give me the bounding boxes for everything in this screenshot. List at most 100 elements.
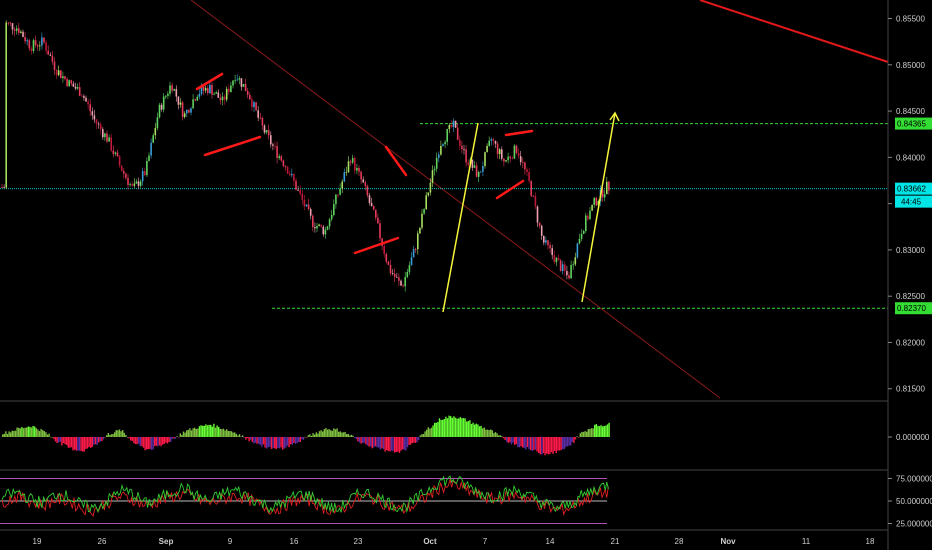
osc1-bar	[496, 433, 498, 437]
osc1-bar	[461, 418, 463, 437]
time-tick-label: 19	[33, 537, 42, 546]
price-badge	[895, 182, 932, 195]
candle-body	[335, 194, 337, 205]
osc1-bar	[456, 418, 458, 437]
osc1-bar	[374, 437, 377, 447]
osc1-bar	[438, 418, 441, 437]
candle-body	[242, 84, 245, 87]
candle-body	[255, 102, 257, 111]
osc2-tick-label: 25.000000	[896, 520, 932, 529]
osc1-bar	[18, 427, 20, 437]
candle-body	[305, 204, 308, 207]
candle-body	[81, 95, 83, 97]
osc1-bar	[488, 430, 490, 437]
osc1-bar	[493, 433, 495, 437]
osc1-bar	[366, 437, 369, 446]
osc1-bar	[414, 437, 417, 443]
osc1-bar	[181, 434, 183, 437]
candle-body	[192, 99, 194, 109]
osc1-bar	[150, 437, 153, 450]
osc1-bar	[222, 428, 225, 437]
candle-body	[431, 170, 434, 183]
osc1-bar	[184, 432, 186, 437]
osc1-bar	[133, 437, 135, 444]
osc1-bar	[130, 437, 132, 441]
osc1-bar	[162, 437, 164, 445]
osc1-bar	[253, 437, 255, 444]
candle-body	[53, 61, 56, 70]
candle-body	[213, 93, 215, 95]
osc1-bar	[451, 417, 453, 437]
osc1-bar	[395, 437, 397, 453]
osc1-bar	[494, 432, 497, 437]
candle-body	[257, 110, 259, 118]
candle-body	[87, 101, 89, 105]
osc1-bar	[381, 437, 383, 449]
candle-body	[513, 145, 516, 159]
osc1-bar	[267, 437, 269, 448]
candle-body	[22, 31, 24, 37]
candle-body	[473, 165, 476, 168]
osc1-bar	[410, 437, 412, 445]
candle-body	[244, 84, 247, 92]
candle-body	[246, 91, 249, 95]
candle-body	[314, 227, 316, 229]
candle-body	[299, 190, 301, 194]
osc1-bar	[480, 425, 482, 437]
osc1-bar	[250, 437, 252, 440]
candle-body	[137, 181, 140, 186]
osc1-bar	[421, 434, 423, 437]
candle-body	[144, 171, 146, 176]
candle-body	[396, 276, 398, 278]
osc1-bar	[536, 437, 538, 452]
candle-body	[423, 209, 425, 214]
osc1-bar	[539, 437, 541, 455]
osc1-bar	[517, 437, 519, 448]
candle-body	[524, 162, 526, 170]
price-tick-label: 0.85000	[896, 61, 925, 70]
osc1-bar	[66, 437, 68, 446]
candle-body	[368, 195, 371, 203]
candle-body	[127, 177, 129, 185]
candle-body	[156, 117, 159, 128]
osc1-bar	[413, 437, 415, 443]
osc1-bar	[440, 419, 442, 437]
osc1-bar	[538, 437, 540, 453]
osc1-bar	[62, 437, 65, 444]
candle-body	[494, 141, 497, 144]
osc1-bar	[446, 418, 449, 437]
osc1-bar	[574, 437, 577, 440]
candle-body	[463, 149, 465, 150]
osc1-bar	[131, 437, 133, 441]
candle-body	[251, 99, 253, 108]
osc1-bar	[37, 429, 39, 437]
candle-body	[253, 102, 255, 108]
candle-body	[165, 95, 167, 97]
candle-body	[230, 85, 232, 93]
candle-body	[173, 89, 175, 91]
candle-body	[498, 149, 501, 155]
candle-body	[450, 124, 453, 127]
osc1-bar	[237, 435, 239, 437]
candle-body	[330, 215, 333, 220]
osc1-bar	[117, 430, 119, 437]
pattern-line	[353, 236, 400, 255]
candle-body	[139, 181, 142, 186]
osc1-bar	[378, 437, 380, 448]
osc1-bar	[21, 427, 23, 437]
candle-body	[553, 255, 556, 263]
candle-body	[333, 204, 335, 216]
candle-body	[49, 54, 52, 56]
oscillator-1-pane	[2, 415, 610, 456]
osc1-bar	[112, 433, 114, 437]
time-tick-label: Nov	[720, 537, 736, 546]
candle-body	[39, 45, 41, 47]
osc1-bar	[146, 437, 148, 450]
osc1-bar	[376, 437, 378, 448]
candle-body	[519, 156, 522, 163]
osc1-bar	[309, 434, 311, 437]
osc1-bar	[562, 437, 564, 450]
candle-body	[30, 48, 33, 52]
candle-body	[183, 113, 186, 117]
osc1-bar	[19, 428, 21, 437]
